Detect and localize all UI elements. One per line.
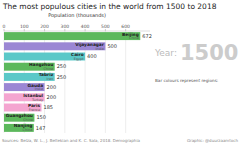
- data-label: 672: [142, 33, 152, 39]
- country-label: China: [129, 36, 139, 40]
- data-label: 185: [44, 104, 54, 110]
- grid-line: [125, 31, 126, 133]
- bar: [4, 32, 140, 40]
- data-label: 150: [36, 114, 46, 120]
- credit: Graphic: @duurzaamtoch: [187, 138, 239, 143]
- background: [0, 0, 240, 144]
- bars: [4, 32, 140, 132]
- tick-label: 500: [101, 24, 110, 29]
- tick: [24, 29, 25, 31]
- tick: [4, 29, 5, 31]
- country-label: China: [44, 67, 54, 71]
- bar: [4, 42, 105, 50]
- country-label: Egypt: [74, 57, 84, 61]
- tick-label: 0: [3, 24, 6, 29]
- x-axis-label: Population (thousands): [48, 12, 106, 19]
- tick-label: 300: [61, 24, 70, 29]
- country-label: Turkey: [31, 98, 43, 102]
- year: 1500: [180, 41, 238, 65]
- year-prefix: Year:: [154, 48, 177, 58]
- labels: BeijingChina672VijayanagarIndia500CairoE…: [6, 32, 152, 133]
- data-label: 500: [107, 43, 117, 49]
- bar: [4, 93, 45, 101]
- bar: [4, 73, 55, 81]
- country-label: Iran: [47, 77, 54, 81]
- bar: [4, 83, 45, 91]
- tick: [85, 29, 86, 31]
- tick-label: 100: [20, 24, 29, 29]
- data-label: 250: [57, 63, 67, 69]
- bar: [4, 53, 85, 61]
- country-label: China: [23, 118, 33, 122]
- tick: [44, 29, 45, 31]
- tick-label: 200: [40, 24, 49, 29]
- tick: [105, 29, 106, 31]
- chart: The most populous cities in the world fr…: [0, 0, 240, 144]
- tick-label: 400: [81, 24, 90, 29]
- country-label: India: [96, 47, 104, 51]
- data-label: 200: [47, 84, 57, 90]
- country-label: India: [35, 87, 43, 91]
- data-label: 147: [36, 125, 46, 131]
- data-label: 200: [47, 94, 57, 100]
- source: Sources: Belza, W. L., J. Beltekian and …: [2, 138, 141, 143]
- data-label: 400: [87, 53, 97, 59]
- x-axis: 0 100 200 300 400 500 600: [3, 24, 150, 133]
- bar: [4, 124, 34, 132]
- country-label: China: [23, 128, 33, 132]
- tick-label: 600: [121, 24, 130, 29]
- country-label: France: [29, 108, 40, 112]
- bar: [4, 104, 42, 112]
- bar: [4, 63, 55, 71]
- title: The most populous cities in the world fr…: [2, 2, 217, 11]
- tick: [64, 29, 65, 31]
- bar: [4, 114, 34, 122]
- legend-text: Bar colours represent regions:: [155, 78, 218, 83]
- data-label: 250: [57, 74, 67, 80]
